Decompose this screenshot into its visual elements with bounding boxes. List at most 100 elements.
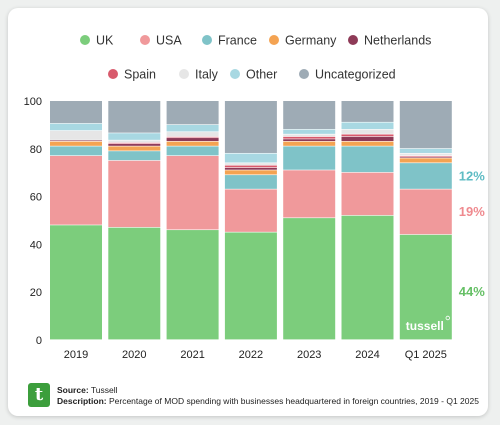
legend-marker-other: [230, 69, 240, 79]
y-tick-60: 60: [30, 192, 42, 204]
bar-q1-2025-usa: [399, 189, 452, 235]
x-label-q1-2025: Q1 2025: [405, 349, 447, 361]
legend-marker-netherlands: [348, 35, 358, 45]
bar-2020-italy: [108, 140, 161, 143]
x-label-2020: 2020: [122, 349, 146, 361]
y-tick-0: 0: [36, 335, 42, 347]
bar-2024-uk: [341, 215, 394, 340]
source-label: Source:: [57, 385, 89, 395]
bar-2020-uk: [108, 227, 161, 340]
legend-marker-germany: [269, 35, 279, 45]
bar-2022-italy: [224, 163, 277, 165]
bar-2019-usa: [50, 155, 102, 225]
x-label-2019: 2019: [64, 349, 88, 361]
legend-marker-france: [202, 35, 212, 45]
bar-2022-uk: [224, 232, 277, 340]
legend-marker-uncategorized: [299, 69, 309, 79]
x-label-2024: 2024: [355, 349, 379, 361]
x-label-2023: 2023: [297, 349, 321, 361]
bar-q1-2025-uk: [399, 234, 452, 340]
bar-2021-italy: [166, 132, 219, 137]
watermark-dot: [445, 315, 450, 321]
bar-q1-2025-uncategorized: [399, 101, 452, 149]
bar-2019-netherlands: [50, 140, 102, 142]
bar-2020-netherlands: [108, 144, 161, 146]
bar-2022-france: [224, 175, 277, 189]
legend-marker-italy: [179, 69, 189, 79]
bar-2024-usa: [341, 172, 394, 216]
bar-2023-uk: [283, 218, 336, 340]
tussell-logo: t: [28, 383, 50, 407]
bar-2024-france: [341, 146, 394, 173]
legend-label-uk: UK: [96, 34, 114, 48]
bar-2023-france: [283, 146, 336, 170]
bar-2024-spain: [341, 134, 394, 137]
bar-2023-other: [283, 129, 336, 134]
bar-2022-uncategorized: [224, 101, 277, 153]
legend-marker-spain: [108, 69, 118, 79]
bar-2020-germany: [108, 146, 161, 151]
bar-2020-other: [108, 133, 161, 140]
x-label-2021: 2021: [180, 349, 204, 361]
legend-label-usa: USA: [156, 34, 182, 48]
bar-2021-other: [166, 124, 219, 132]
source-value: Tussell: [90, 385, 118, 395]
bar-2020-france: [108, 151, 161, 161]
legend-label-germany: Germany: [285, 34, 337, 48]
bar-2022-netherlands: [224, 167, 277, 170]
bar-q1-2025-spain: [399, 155, 452, 157]
bar-2019-uk: [50, 225, 102, 340]
y-tick-20: 20: [30, 287, 42, 299]
x-label-2022: 2022: [239, 349, 263, 361]
bar-2019-france: [50, 146, 102, 156]
bar-2019-uncategorized: [50, 101, 102, 124]
legend-label-france: France: [218, 34, 257, 48]
legend-label-spain: Spain: [124, 68, 156, 82]
bar-2019-germany: [50, 141, 102, 146]
bar-2021-usa: [166, 155, 219, 230]
bar-2019-italy: [50, 130, 102, 140]
bar-q1-2025-germany: [399, 158, 452, 163]
bar-2021-france: [166, 146, 219, 156]
legend-marker-usa: [140, 35, 150, 45]
y-tick-80: 80: [30, 144, 42, 156]
bar-2024-netherlands: [341, 136, 394, 142]
bar-2023-usa: [283, 170, 336, 218]
bar-2021-spain: [166, 136, 219, 138]
bar-q1-2025-france: [399, 163, 452, 189]
legend-label-other: Other: [246, 68, 277, 82]
bar-2024-germany: [341, 141, 394, 146]
bar-2022-germany: [224, 170, 277, 175]
bar-2024-italy: [341, 129, 394, 134]
bar-2024-uncategorized: [341, 101, 394, 122]
legend-label-netherlands: Netherlands: [364, 34, 431, 48]
watermark-text: tussell: [406, 319, 444, 333]
description-value: Percentage of MOD spending with business…: [108, 396, 479, 406]
chart-footer: t Source: Tussell Description: Percentag…: [28, 383, 480, 413]
bar-2023-italy: [283, 134, 336, 137]
bar-q1-2025-other: [399, 148, 452, 153]
bar-2022-usa: [224, 189, 277, 232]
annotation-uk: 44%: [459, 284, 485, 299]
description-label: Description:: [57, 396, 107, 406]
y-tick-40: 40: [30, 239, 42, 251]
bar-2020-usa: [108, 160, 161, 228]
bar-2021-uk: [166, 230, 219, 340]
description-line: Description: Percentage of MOD spending …: [57, 396, 479, 406]
bar-2023-spain: [283, 136, 336, 139]
bar-q1-2025-italy: [399, 153, 452, 156]
bar-2020-spain: [108, 142, 161, 144]
annotation-france: 12%: [459, 168, 485, 183]
bar-2021-germany: [166, 141, 219, 146]
legend-marker-uk: [80, 35, 90, 45]
bar-2022-other: [224, 153, 277, 163]
bar-2024-other: [341, 122, 394, 130]
bar-2021-netherlands: [166, 138, 219, 142]
bar-2023-netherlands: [283, 139, 336, 142]
stacked-bar-chart: UK USA France Germany Netherlands Spain Italy O…: [24, 34, 486, 362]
bar-2023-germany: [283, 141, 336, 146]
y-tick-100: 100: [24, 96, 42, 108]
bar-2022-spain: [224, 165, 277, 168]
bar-q1-2025-netherlands: [399, 157, 452, 158]
bar-2019-other: [50, 123, 102, 131]
